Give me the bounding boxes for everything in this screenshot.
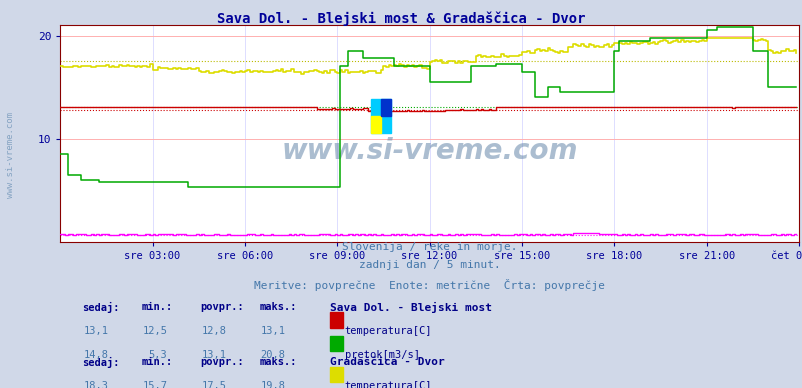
Text: maks.:: maks.: <box>259 302 297 312</box>
Text: 13,1: 13,1 <box>260 326 286 336</box>
Text: temperatura[C]: temperatura[C] <box>344 326 431 336</box>
Bar <box>370 116 380 133</box>
Text: Gradaščica - Dvor: Gradaščica - Dvor <box>330 357 444 367</box>
Text: Sava Dol. - Blejski most & Gradaščica - Dvor: Sava Dol. - Blejski most & Gradaščica - … <box>217 12 585 26</box>
Bar <box>370 99 391 133</box>
Bar <box>330 367 342 383</box>
Text: 20,8: 20,8 <box>260 350 286 360</box>
Text: 19,8: 19,8 <box>260 381 286 388</box>
Text: 18,3: 18,3 <box>83 381 108 388</box>
Text: povpr.:: povpr.: <box>200 302 244 312</box>
Text: sedaj:: sedaj: <box>83 357 119 368</box>
Text: pretok[m3/s]: pretok[m3/s] <box>344 350 419 360</box>
Text: 12,5: 12,5 <box>142 326 167 336</box>
Text: 15,7: 15,7 <box>142 381 167 388</box>
Bar <box>380 99 391 116</box>
Bar <box>330 336 342 352</box>
Text: 13,1: 13,1 <box>201 350 226 360</box>
Text: www.si-vreme.com: www.si-vreme.com <box>281 137 577 165</box>
Text: zadnji dan / 5 minut.: zadnji dan / 5 minut. <box>358 260 500 270</box>
Text: maks.:: maks.: <box>259 357 297 367</box>
Text: Meritve: povprečne  Enote: metrične  Črta: povprečje: Meritve: povprečne Enote: metrične Črta:… <box>253 279 605 291</box>
Text: min.:: min.: <box>141 302 172 312</box>
Bar <box>330 312 342 327</box>
Text: Sava Dol. - Blejski most: Sava Dol. - Blejski most <box>330 302 492 314</box>
Text: 17,5: 17,5 <box>201 381 226 388</box>
Text: min.:: min.: <box>141 357 172 367</box>
Text: povpr.:: povpr.: <box>200 357 244 367</box>
Text: 13,1: 13,1 <box>83 326 108 336</box>
Text: temperatura[C]: temperatura[C] <box>344 381 431 388</box>
Text: 14,8: 14,8 <box>83 350 108 360</box>
Text: Slovenija / reke in morje.: Slovenija / reke in morje. <box>342 242 516 252</box>
Text: 5,3: 5,3 <box>148 350 167 360</box>
Text: sedaj:: sedaj: <box>83 302 119 314</box>
Text: 12,8: 12,8 <box>201 326 226 336</box>
Text: www.si-vreme.com: www.si-vreme.com <box>6 112 15 198</box>
